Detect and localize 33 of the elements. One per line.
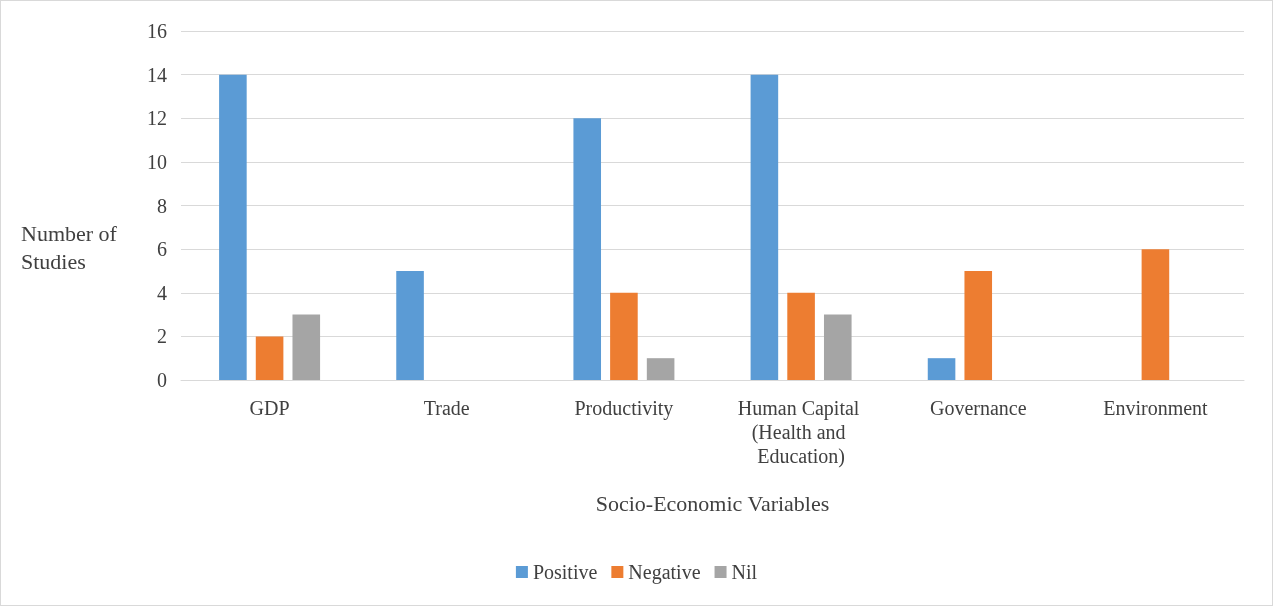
legend-label: Nil <box>731 561 758 583</box>
x-tick-label: Trade <box>423 397 470 419</box>
bar <box>964 270 993 380</box>
y-tick-label: 8 <box>157 194 167 217</box>
legend-label: Positive <box>532 561 598 583</box>
bar <box>646 358 675 380</box>
bar <box>750 74 779 380</box>
bar <box>823 314 852 380</box>
x-tick-label: Governance <box>929 397 1027 419</box>
bar <box>610 292 638 380</box>
bar <box>573 118 602 380</box>
bar <box>255 336 284 380</box>
legend-label: Negative <box>628 561 701 584</box>
y-tick-label: 16 <box>147 20 167 42</box>
x-tick-label: Productivity <box>574 397 674 420</box>
x-tick-label: GDP <box>249 397 290 419</box>
y-tick-label: 6 <box>157 238 167 261</box>
y-tick-label: 0 <box>157 369 167 391</box>
x-axis-title: Socio-Economic Variables <box>595 490 830 516</box>
x-tick-label: Human Capital (Health and Education) <box>737 397 865 468</box>
y-tick-label: 14 <box>147 63 167 86</box>
y-tick-label: 2 <box>157 325 167 348</box>
bar <box>1141 249 1170 380</box>
bar <box>787 292 815 380</box>
y-axis-title: Number of Studies <box>21 220 123 274</box>
bar <box>396 270 424 380</box>
bar <box>927 358 956 380</box>
y-tick-label: 4 <box>157 281 167 304</box>
y-tick-label: 10 <box>147 150 167 173</box>
x-tick-label: Environment <box>1103 397 1209 419</box>
bar <box>292 314 321 380</box>
y-tick-label: 12 <box>147 107 167 130</box>
bar <box>219 74 247 380</box>
